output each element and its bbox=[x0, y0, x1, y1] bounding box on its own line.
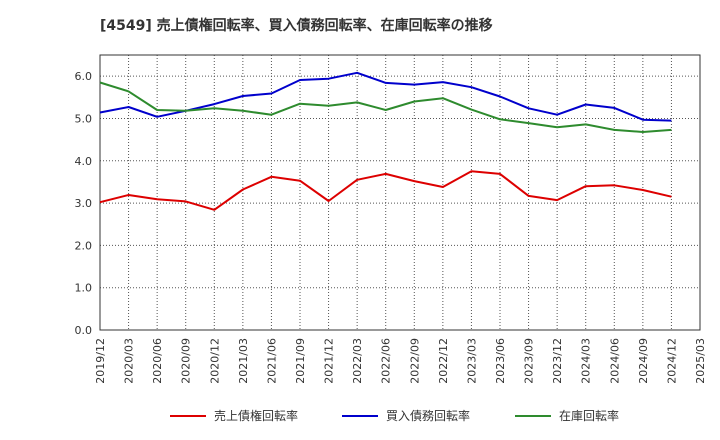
x-tick-label: 2021/12 bbox=[323, 338, 336, 384]
y-tick-label: 2.0 bbox=[75, 239, 93, 252]
x-tick-label: 2022/12 bbox=[437, 338, 450, 384]
x-tick-label: 2020/06 bbox=[151, 338, 164, 384]
x-tick-label: 2021/06 bbox=[265, 338, 278, 384]
legend: 売上債権回転率 買入債務回転率 在庫回転率 bbox=[170, 408, 619, 423]
y-tick-label: 0.0 bbox=[75, 324, 93, 337]
x-tick-label: 2021/03 bbox=[237, 338, 250, 384]
legend-label-1: 売上債権回転率 bbox=[214, 408, 298, 423]
x-tick-label: 2024/03 bbox=[580, 338, 593, 384]
x-tick-label: 2024/06 bbox=[608, 338, 621, 384]
x-tick-label: 2020/03 bbox=[123, 338, 136, 384]
x-tick-label: 2025/03 bbox=[694, 338, 707, 384]
axes-layer: 0.0 1.0 2.0 3.0 4.0 5.0 6.0 2019/12 2020/03 2020/… bbox=[75, 54, 707, 384]
y-tick-label: 4.0 bbox=[75, 155, 93, 168]
x-tick-label: 2023/12 bbox=[551, 338, 564, 384]
series-layer bbox=[99, 71, 672, 211]
x-tick-label: 2022/09 bbox=[408, 338, 421, 384]
y-tick-label: 1.0 bbox=[75, 282, 93, 295]
y-tick-label: 5.0 bbox=[75, 112, 93, 125]
series-line-2 bbox=[99, 71, 672, 122]
legend-label-3: 在庫回転率 bbox=[559, 408, 619, 423]
x-tick-label: 2024/12 bbox=[665, 338, 678, 384]
x-tick-label: 2021/09 bbox=[294, 338, 307, 384]
x-tick-label: 2024/09 bbox=[637, 338, 650, 384]
y-tick-label: 3.0 bbox=[75, 197, 93, 210]
x-tick-label: 2020/09 bbox=[180, 338, 193, 384]
x-tick-label: 2023/03 bbox=[465, 338, 478, 384]
x-tick-label: 2019/12 bbox=[94, 338, 107, 384]
legend-label-2: 買入債務回転率 bbox=[386, 408, 470, 423]
x-tick-label: 2023/09 bbox=[523, 338, 536, 384]
grid-layer bbox=[99, 55, 701, 331]
series-line-1 bbox=[99, 170, 672, 211]
series-line-3 bbox=[99, 81, 672, 133]
chart-title: [4549] 売上債権回転率、買入債務回転率、在庫回転率の推移 bbox=[100, 17, 493, 34]
x-tick-label: 2020/12 bbox=[208, 338, 221, 384]
plot-frame bbox=[99, 54, 701, 331]
x-tick-label: 2022/03 bbox=[351, 338, 364, 384]
x-tick-label: 2022/06 bbox=[380, 338, 393, 384]
y-tick-label: 6.0 bbox=[75, 70, 93, 83]
x-tick-label: 2023/06 bbox=[494, 338, 507, 384]
